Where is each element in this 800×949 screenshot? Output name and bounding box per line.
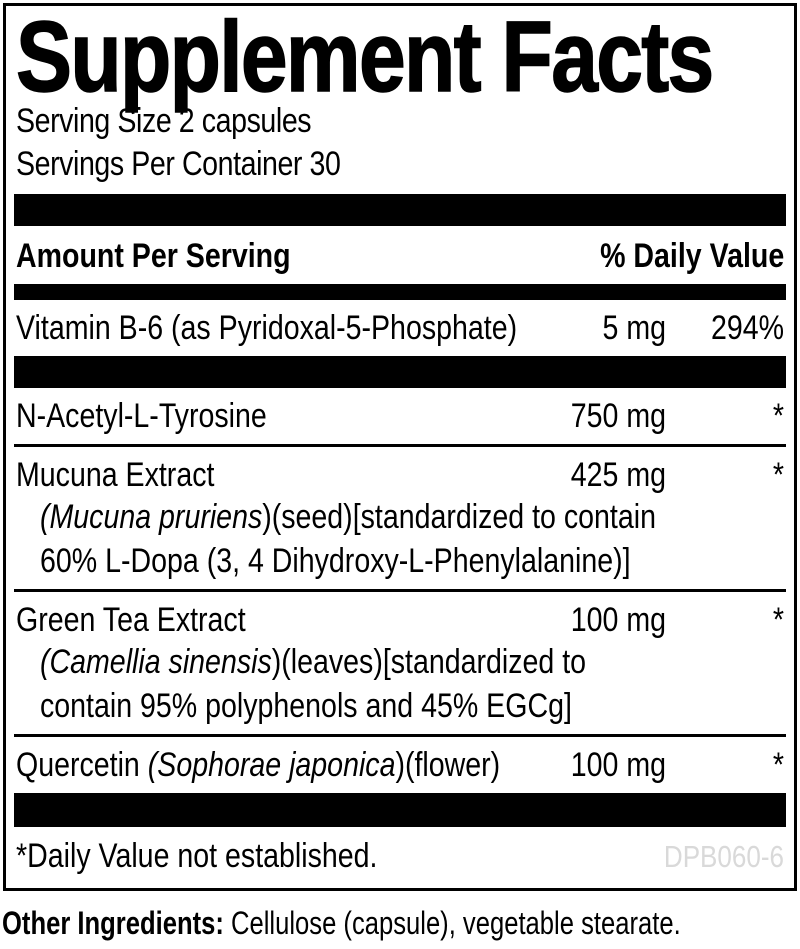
amount-per-serving-header: Amount Per Serving bbox=[16, 237, 291, 275]
servings-per-container-text: Servings Per Container 30 bbox=[16, 145, 341, 183]
footnote-row: *Daily Value not established. DPB060-6 bbox=[16, 827, 784, 888]
nutrient-amount-text: 425 mg bbox=[570, 456, 666, 494]
other-ingredients-line: Other Ingredients: Cellulose (capsule), … bbox=[2, 903, 681, 943]
nutrient-amount: 5 mg bbox=[531, 308, 666, 348]
nutrient-amount: 100 mg bbox=[531, 600, 666, 640]
nutrient-row: Mucuna Extract 425 mg * bbox=[16, 447, 784, 495]
other-ingredients-text: Cellulose (capsule), vegetable stearate. bbox=[223, 905, 681, 941]
divider-rule bbox=[14, 444, 786, 447]
nutrient-daily-value: * bbox=[666, 600, 784, 640]
nutrient-details: (Camellia sinensis)(leaves)[standardized… bbox=[16, 640, 784, 734]
nutrient-amount-text: 100 mg bbox=[570, 746, 666, 784]
nutrient-details: (Mucuna pruriens)(seed)[standardized to … bbox=[16, 495, 784, 589]
column-header-row: Amount Per Serving % Daily Value bbox=[16, 226, 784, 284]
nutrient-name-text: Green Tea Extract bbox=[16, 601, 246, 639]
nutrient-name-text: Vitamin B-6 (as Pyridoxal-5-Phosphate) bbox=[16, 309, 518, 347]
nutrient-detail-line: contain 95% polyphenols and 45% EGCg] bbox=[16, 684, 784, 728]
supplement-label-page: Supplement Facts Serving Size 2 capsules… bbox=[0, 3, 800, 949]
divider-bar-header bbox=[14, 284, 786, 300]
divider-rule bbox=[14, 734, 786, 737]
nutrient-rows: Vitamin B-6 (as Pyridoxal-5-Phosphate) 5 … bbox=[14, 300, 786, 827]
nutrient-amount-text: 5 mg bbox=[602, 309, 666, 347]
nutrient-row: Vitamin B-6 (as Pyridoxal-5-Phosphate) 5 … bbox=[16, 300, 784, 356]
panel-title: Supplement Facts bbox=[15, 1, 715, 113]
serving-size-text: Serving Size 2 capsules bbox=[16, 102, 312, 140]
nutrient-row: N-Acetyl-L-Tyrosine 750 mg * bbox=[16, 388, 784, 444]
serving-size-line: Serving Size 2 capsules bbox=[16, 100, 784, 143]
nutrient-detail-text: (Mucuna pruriens)(seed)[standardized to … bbox=[40, 498, 656, 536]
nutrient-name: Green Tea Extract bbox=[16, 600, 531, 640]
nutrient-row: Green Tea Extract 100 mg * bbox=[16, 592, 784, 640]
nutrient-detail-text: contain 95% polyphenols and 45% EGCg] bbox=[40, 687, 572, 725]
nutrient-daily-value-text: * bbox=[772, 601, 784, 639]
nutrient-daily-value-text: * bbox=[772, 456, 784, 494]
nutrient-name: Quercetin (Sophorae japonica)(flower) bbox=[16, 745, 531, 785]
daily-value-footnote: *Daily Value not established. bbox=[16, 837, 378, 875]
divider-bar bbox=[14, 793, 786, 827]
nutrient-amount: 100 mg bbox=[531, 745, 666, 785]
nutrient-name: N-Acetyl-L-Tyrosine bbox=[16, 396, 531, 436]
divider-bar bbox=[14, 356, 786, 388]
nutrient-amount-text: 750 mg bbox=[570, 397, 666, 435]
supplement-facts-panel: Supplement Facts Serving Size 2 capsules… bbox=[3, 3, 797, 891]
divider-bar-top bbox=[14, 194, 786, 226]
nutrient-daily-value-text: 294% bbox=[710, 309, 784, 347]
nutrient-daily-value: 294% bbox=[666, 308, 784, 348]
nutrient-amount: 750 mg bbox=[531, 396, 666, 436]
nutrient-detail-text: 60% L-Dopa (3, 4 Dihydroxy-L-Phenylalani… bbox=[40, 542, 631, 580]
nutrient-daily-value-text: * bbox=[772, 397, 784, 435]
divider-rule bbox=[14, 589, 786, 592]
nutrient-detail-text: (Camellia sinensis)(leaves)[standardized… bbox=[40, 643, 587, 681]
nutrient-daily-value: * bbox=[666, 396, 784, 436]
nutrient-daily-value: * bbox=[666, 745, 784, 785]
servings-per-container-line: Servings Per Container 30 bbox=[16, 143, 784, 186]
nutrient-amount-text: 100 mg bbox=[570, 601, 666, 639]
nutrient-detail-line: 60% L-Dopa (3, 4 Dihydroxy-L-Phenylalani… bbox=[16, 539, 784, 583]
nutrient-row: Quercetin (Sophorae japonica)(flower) 100… bbox=[16, 737, 784, 793]
nutrient-name-text: Mucuna Extract bbox=[16, 456, 215, 494]
product-code: DPB060-6 bbox=[663, 839, 784, 874]
nutrient-name: Vitamin B-6 (as Pyridoxal-5-Phosphate) bbox=[16, 308, 531, 348]
other-ingredients-label: Other Ingredients: bbox=[2, 905, 224, 941]
nutrient-name: Mucuna Extract bbox=[16, 455, 531, 495]
nutrient-amount: 425 mg bbox=[531, 455, 666, 495]
nutrient-detail-line: (Camellia sinensis)(leaves)[standardized… bbox=[16, 640, 784, 684]
daily-value-header: % Daily Value bbox=[599, 237, 784, 275]
nutrient-daily-value: * bbox=[666, 455, 784, 495]
nutrient-name-text: N-Acetyl-L-Tyrosine bbox=[16, 397, 267, 435]
nutrient-detail-line: (Mucuna pruriens)(seed)[standardized to … bbox=[16, 495, 784, 539]
nutrient-daily-value-text: * bbox=[772, 746, 784, 784]
nutrient-name-text: Quercetin (Sophorae japonica)(flower) bbox=[16, 746, 501, 784]
